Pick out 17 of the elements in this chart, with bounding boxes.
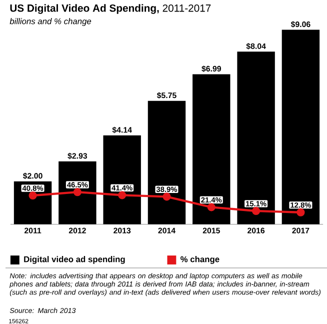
bar: [192, 74, 230, 224]
chart-subtitle: billions and % change: [10, 18, 92, 26]
bar: [237, 51, 275, 224]
bar: [148, 100, 186, 224]
chart-title: US Digital Video Ad Spending, 2011-2017: [10, 4, 211, 14]
point: [162, 192, 171, 200]
legend-label: Digital video ad spending: [24, 256, 125, 264]
bar: [58, 161, 96, 224]
bar: [282, 30, 320, 224]
point: [28, 191, 37, 200]
point: [296, 208, 305, 216]
bar: [103, 135, 141, 224]
point: [207, 202, 216, 212]
legend-label: % change: [180, 256, 220, 264]
point: [252, 206, 260, 215]
point: [73, 188, 82, 196]
point: [118, 190, 126, 199]
